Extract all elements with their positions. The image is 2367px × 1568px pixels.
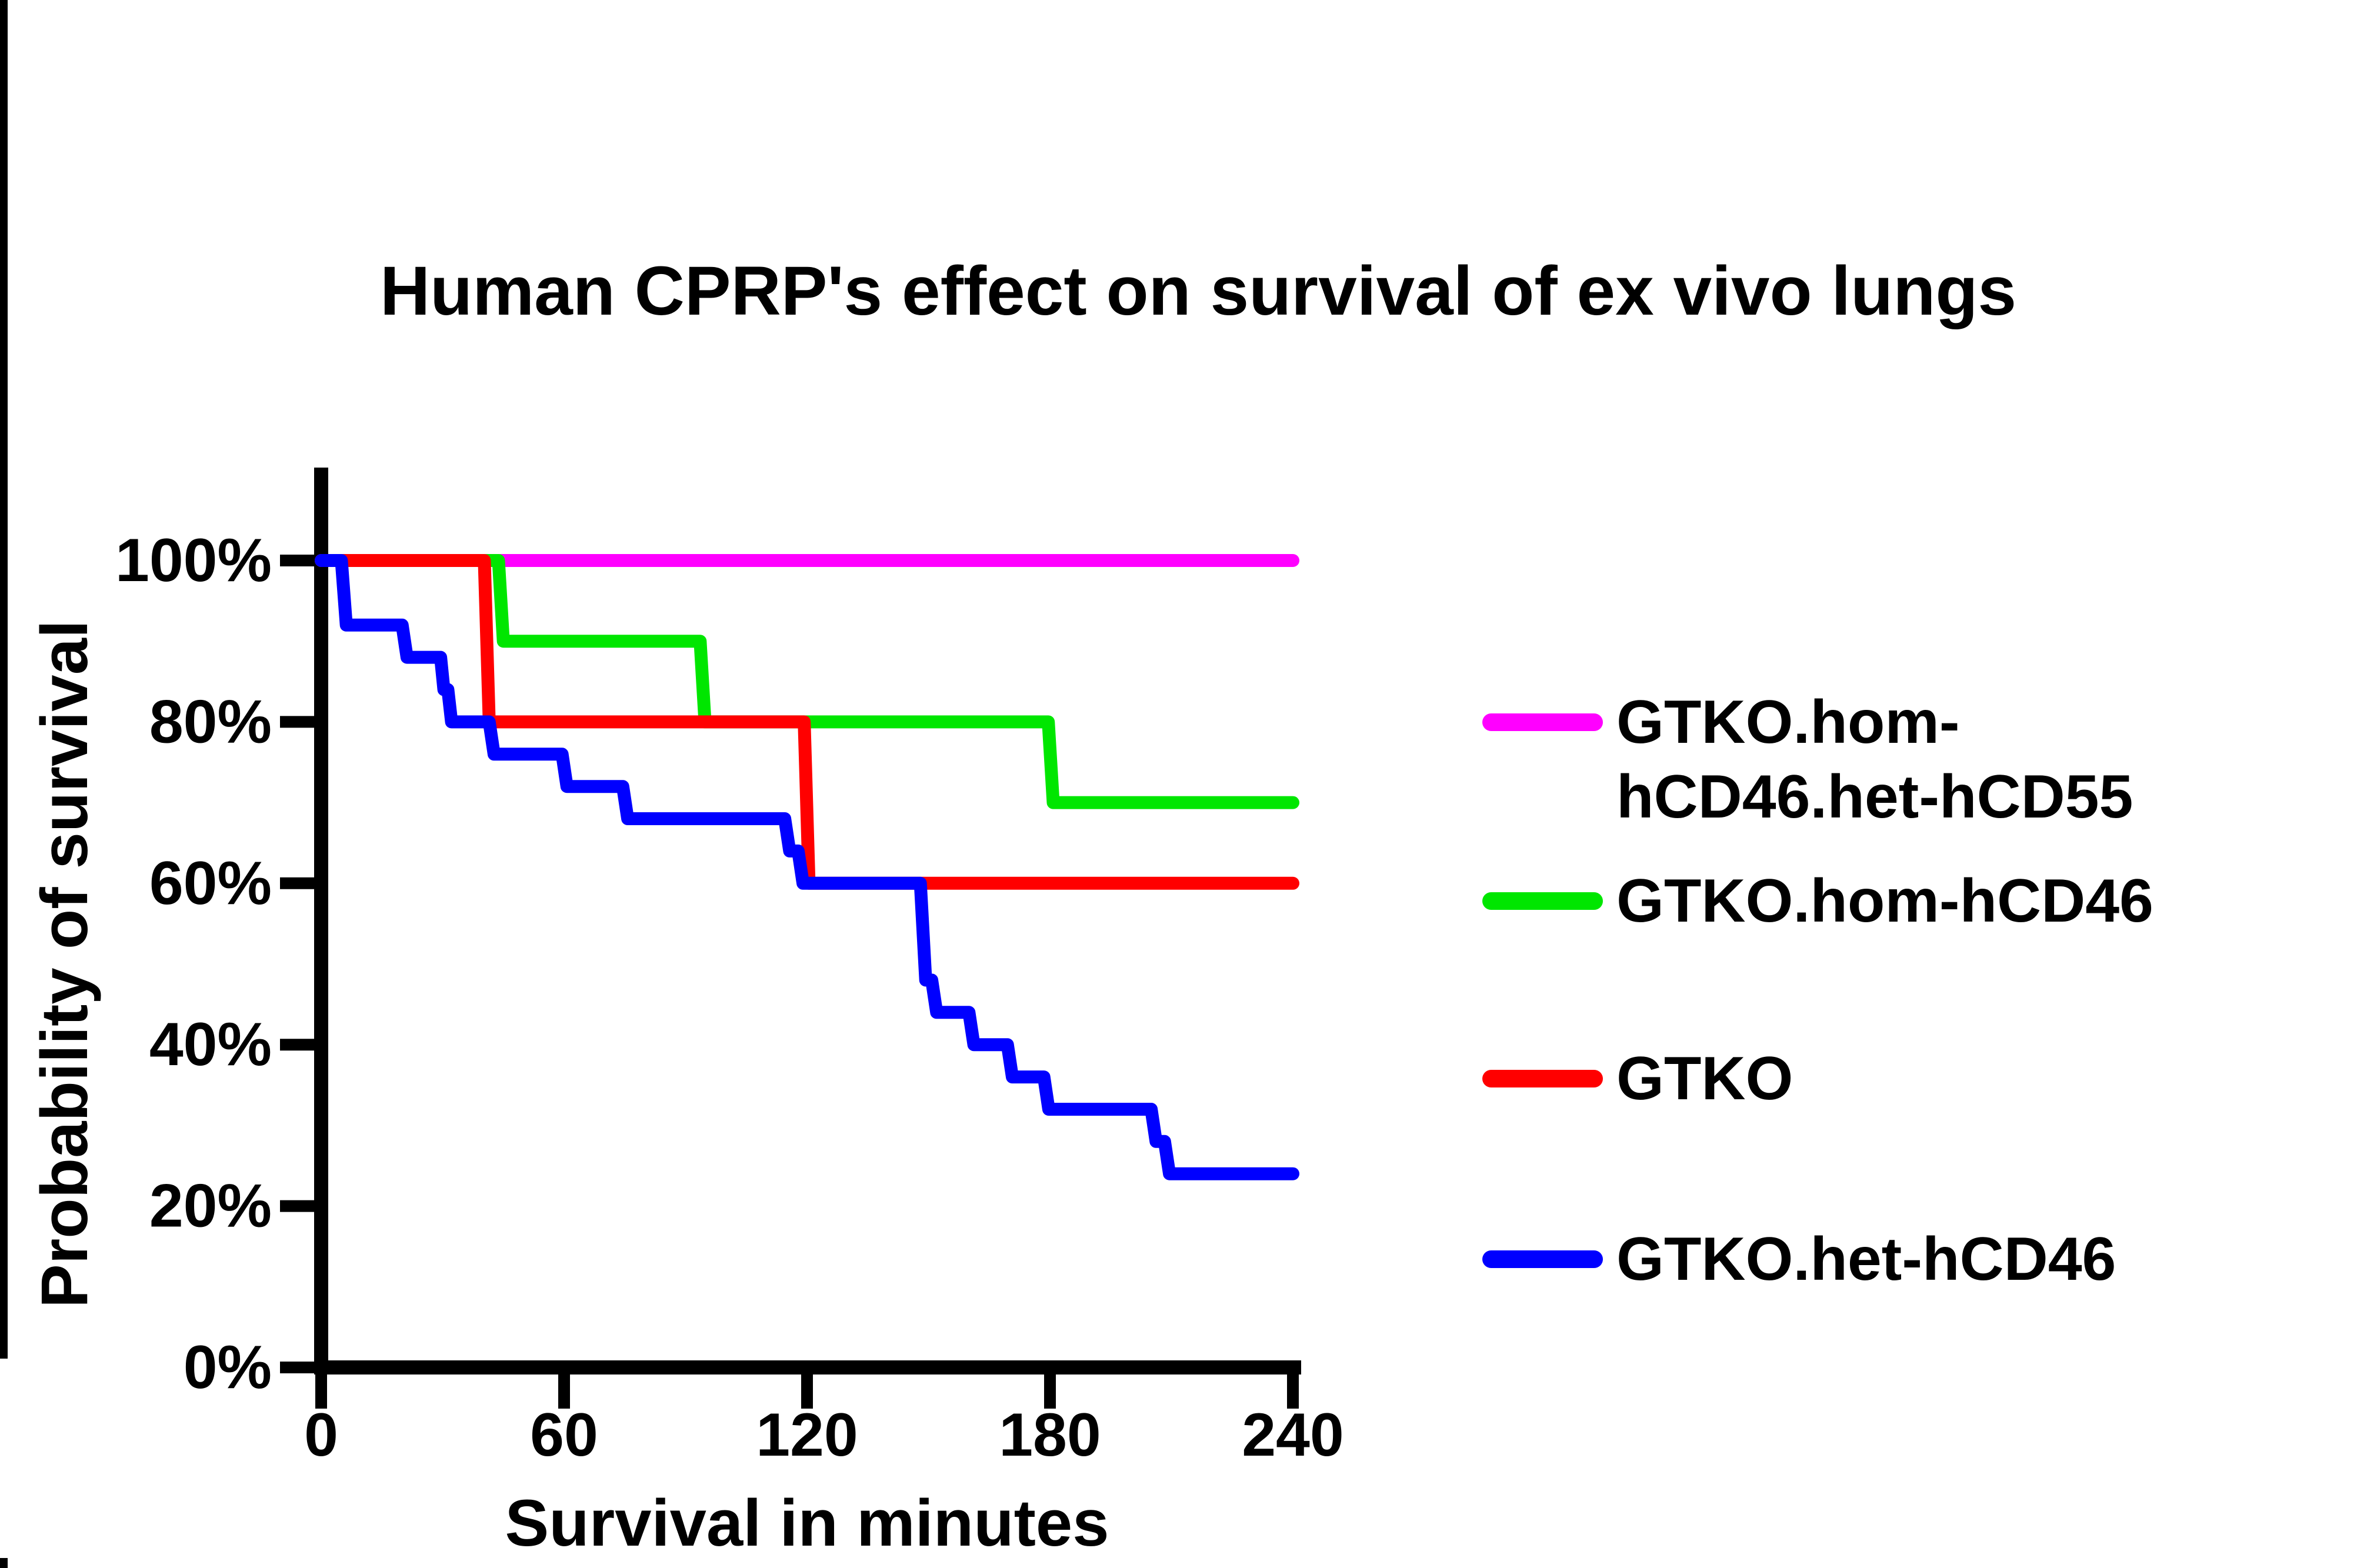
y-tick-label: 40%	[149, 1010, 272, 1079]
legend-label: hCD46.het-hCD55	[1616, 763, 2133, 831]
chart-title: Human CPRP's effect on survival of ex vi…	[380, 252, 2016, 330]
x-axis-title: Survival in minutes	[505, 1486, 1109, 1560]
page-left-border-artifact	[0, 0, 8, 1568]
y-tick-label: 0%	[184, 1333, 272, 1402]
y-tick-label: 60%	[149, 849, 272, 918]
survival-curves	[315, 554, 1299, 1180]
legend-item-3: GTKO	[1482, 1045, 1793, 1113]
legend: GTKO.hom-hCD46.het-hCD55 GTKO.hom-hCD46 GT…	[1482, 688, 2153, 1293]
legend-label: GTKO	[1616, 1045, 1793, 1113]
x-tick-label: 240	[1242, 1401, 1344, 1469]
x-tick-label: 180	[999, 1401, 1101, 1469]
legend-label: GTKO.hom-hCD46	[1616, 867, 2153, 935]
y-axis-title: Probability of survival	[28, 620, 101, 1308]
series-line-gtko-het-hcd46	[315, 554, 1299, 1180]
y-tick-label: 100%	[115, 526, 272, 595]
y-tick-label: 80%	[149, 688, 272, 756]
x-tick-label: 0	[304, 1401, 338, 1469]
legend-label: GTKO.hom-	[1616, 688, 1959, 756]
legend-label: GTKO.het-hCD46	[1616, 1225, 2116, 1293]
x-tick-label: 60	[530, 1401, 598, 1469]
legend-item-4: GTKO.het-hCD46	[1482, 1225, 2116, 1293]
legend-item-1: GTKO.hom-hCD46.het-hCD55	[1482, 688, 2133, 831]
x-tick-label: 120	[756, 1401, 858, 1469]
y-tick-label: 20%	[149, 1172, 272, 1240]
legend-item-2: GTKO.hom-hCD46	[1482, 867, 2153, 935]
axes: 100% 80% 60% 40% 20% 0% 0 60 120 180 240	[115, 468, 1344, 1469]
series-line-gtko-hom-hcd46	[315, 554, 1299, 809]
